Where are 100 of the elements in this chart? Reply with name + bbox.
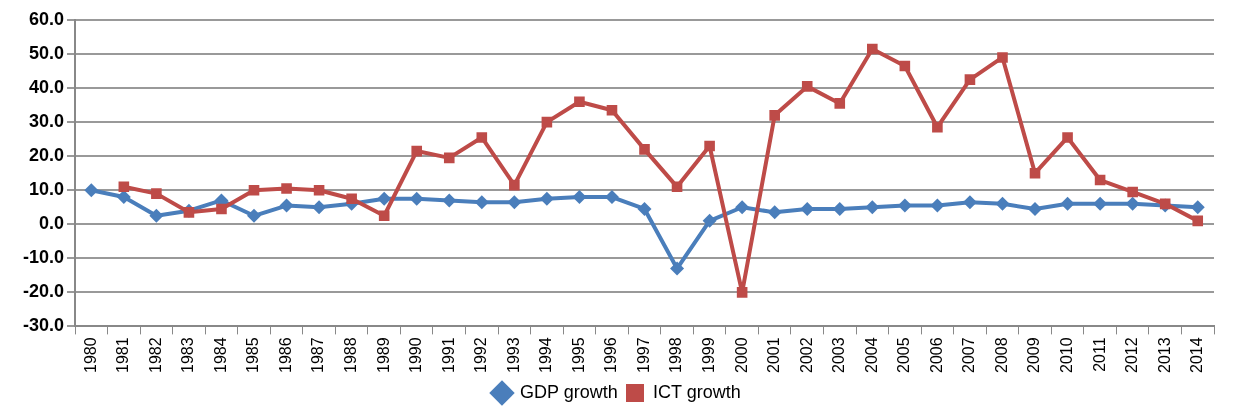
point (248, 184, 260, 196)
point (442, 193, 457, 208)
x-tick-label: 2007 (960, 337, 978, 373)
point (216, 203, 227, 215)
x-tick-label: 1989 (374, 337, 392, 373)
x-tick-label: 1999 (700, 337, 717, 373)
point (834, 98, 846, 109)
x-tick-label: 2003 (830, 337, 848, 373)
point (247, 208, 262, 223)
x-tick-label: 2014 (1188, 337, 1206, 373)
point (769, 110, 780, 121)
point (509, 179, 520, 191)
point (409, 191, 424, 206)
x-tick-label: 1997 (634, 337, 652, 373)
point (474, 195, 489, 210)
x-tick-label: 1992 (472, 337, 490, 373)
y-tick-label: -10.0 (23, 247, 65, 268)
point (1093, 196, 1108, 211)
point (507, 195, 522, 210)
x-tick-label: 2006 (927, 337, 945, 373)
point (995, 196, 1010, 211)
x-tick-label: 1988 (342, 337, 360, 373)
x-tick-label: 1995 (569, 337, 587, 373)
point (279, 198, 294, 213)
point (1062, 132, 1073, 143)
y-tick-label: -30.0 (23, 315, 65, 336)
x-tick-label: 2001 (765, 337, 783, 373)
point (801, 81, 813, 92)
y-tick-label: 40.0 (28, 77, 65, 98)
point (997, 52, 1008, 63)
point (539, 191, 554, 206)
x-tick-label: 1981 (114, 337, 132, 373)
y-tick-label: 30.0 (28, 111, 65, 132)
point (670, 261, 685, 276)
point (1192, 215, 1204, 227)
point (574, 96, 585, 108)
point (637, 201, 652, 216)
x-tick-label: 1991 (439, 337, 457, 373)
point (346, 193, 357, 205)
point (313, 184, 325, 196)
point (704, 140, 715, 152)
legend-label: GDP growth (519, 381, 618, 402)
x-tick-label: 2002 (797, 337, 815, 373)
x-tick-label: 1984 (211, 337, 229, 373)
x-tick-label: 2000 (732, 337, 750, 373)
point (411, 145, 423, 157)
x-tick-label: 1985 (244, 337, 262, 373)
x-tick-label: 2005 (895, 337, 913, 373)
x-tick-label: 1987 (309, 337, 327, 373)
point (84, 183, 99, 198)
point (1190, 200, 1205, 215)
point (767, 205, 782, 220)
point (1127, 186, 1138, 198)
legend-label: ICT growth (653, 381, 741, 402)
y-tick-label: -20.0 (23, 281, 65, 302)
y-tick-label: 20.0 (28, 145, 65, 166)
point (116, 190, 131, 205)
x-tick-label: 1996 (602, 337, 620, 373)
point (702, 213, 717, 228)
point (443, 152, 455, 164)
x-tick-label: 2010 (1057, 337, 1075, 373)
x-tick-label: 2004 (862, 337, 880, 373)
point (476, 132, 488, 143)
x-tick-label: 2008 (992, 337, 1010, 373)
point (1029, 167, 1041, 179)
x-tick-label: 2012 (1123, 337, 1141, 373)
y-tick-label: 10.0 (28, 179, 65, 200)
point (897, 198, 912, 213)
point (736, 287, 748, 298)
point (964, 74, 976, 85)
point (378, 210, 390, 222)
point (149, 208, 164, 223)
point (639, 144, 650, 155)
point (183, 207, 195, 218)
point (1125, 196, 1140, 211)
x-tick-label: 1998 (667, 337, 685, 373)
point (377, 191, 392, 206)
point (281, 183, 292, 194)
point (151, 188, 162, 199)
point (930, 198, 945, 213)
point (735, 200, 750, 215)
point (1028, 201, 1043, 216)
point (606, 104, 618, 116)
x-tick-label: 2011 (1090, 337, 1108, 372)
point (1060, 196, 1075, 211)
x-tick-label: 2009 (1025, 337, 1043, 373)
point (932, 121, 943, 133)
point (572, 190, 587, 205)
y-tick-label: 0.0 (39, 213, 65, 234)
x-tick-label: 1993 (504, 337, 522, 373)
y-tick-label: 60.0 (28, 8, 65, 29)
point (867, 43, 878, 55)
point (865, 200, 880, 215)
x-tick-label: 1983 (179, 337, 197, 373)
x-tick-label: 1994 (537, 337, 555, 373)
x-tick-label: 1982 (146, 337, 164, 373)
x-tick-label: 1986 (276, 337, 294, 373)
point (312, 200, 327, 215)
x-tick-label: 2013 (1155, 337, 1173, 373)
point (962, 195, 977, 210)
